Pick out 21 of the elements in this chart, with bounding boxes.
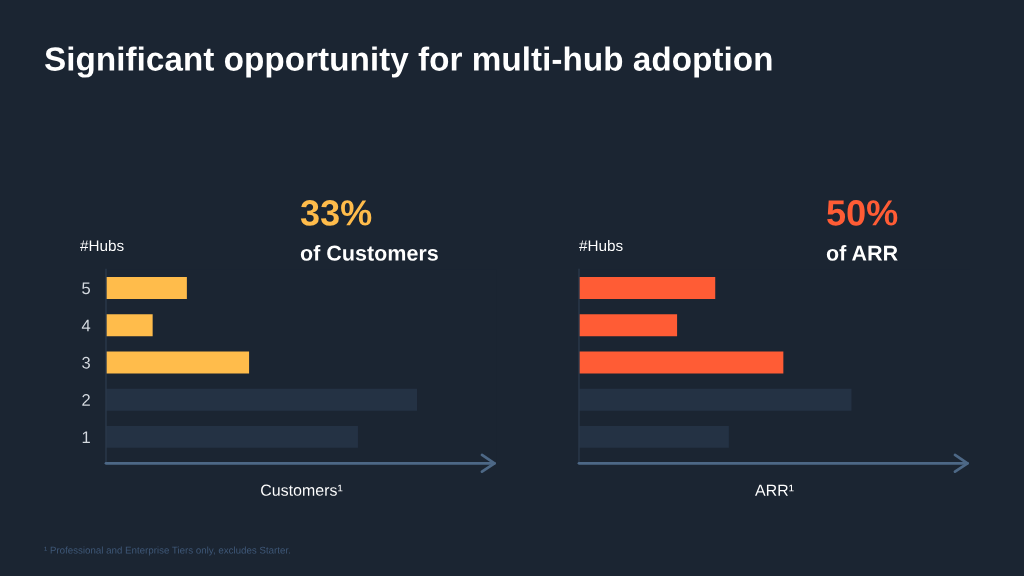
y-axis-title: #Hubs: [579, 239, 623, 252]
text: ¹ Professional and Enterprise Tiers only, excludes Starter.: [44, 546, 290, 556]
y-tick-label: 5: [82, 282, 91, 295]
bar: [106, 351, 250, 374]
y-tick-label: 1: [82, 431, 90, 443]
x-axis-title: ARR¹: [755, 484, 794, 496]
text: of ARR: [826, 244, 898, 261]
bar: [106, 314, 153, 337]
y-tick-label: 4: [81, 319, 91, 332]
bar: [579, 277, 716, 299]
text: 33%: [300, 200, 372, 226]
bar: [106, 277, 187, 299]
x-axis-title: Customers¹: [261, 484, 343, 496]
bar: [579, 314, 678, 337]
text: 50%: [827, 200, 898, 226]
y-tick-label: 3: [82, 356, 90, 369]
chart-title: Significant opportunity for multi-hub adoption: [44, 46, 772, 78]
text: of Customers: [300, 244, 438, 261]
y-tick-label: 2: [82, 394, 90, 406]
bar: [579, 351, 784, 374]
y-axis-title: #Hubs: [80, 239, 124, 252]
